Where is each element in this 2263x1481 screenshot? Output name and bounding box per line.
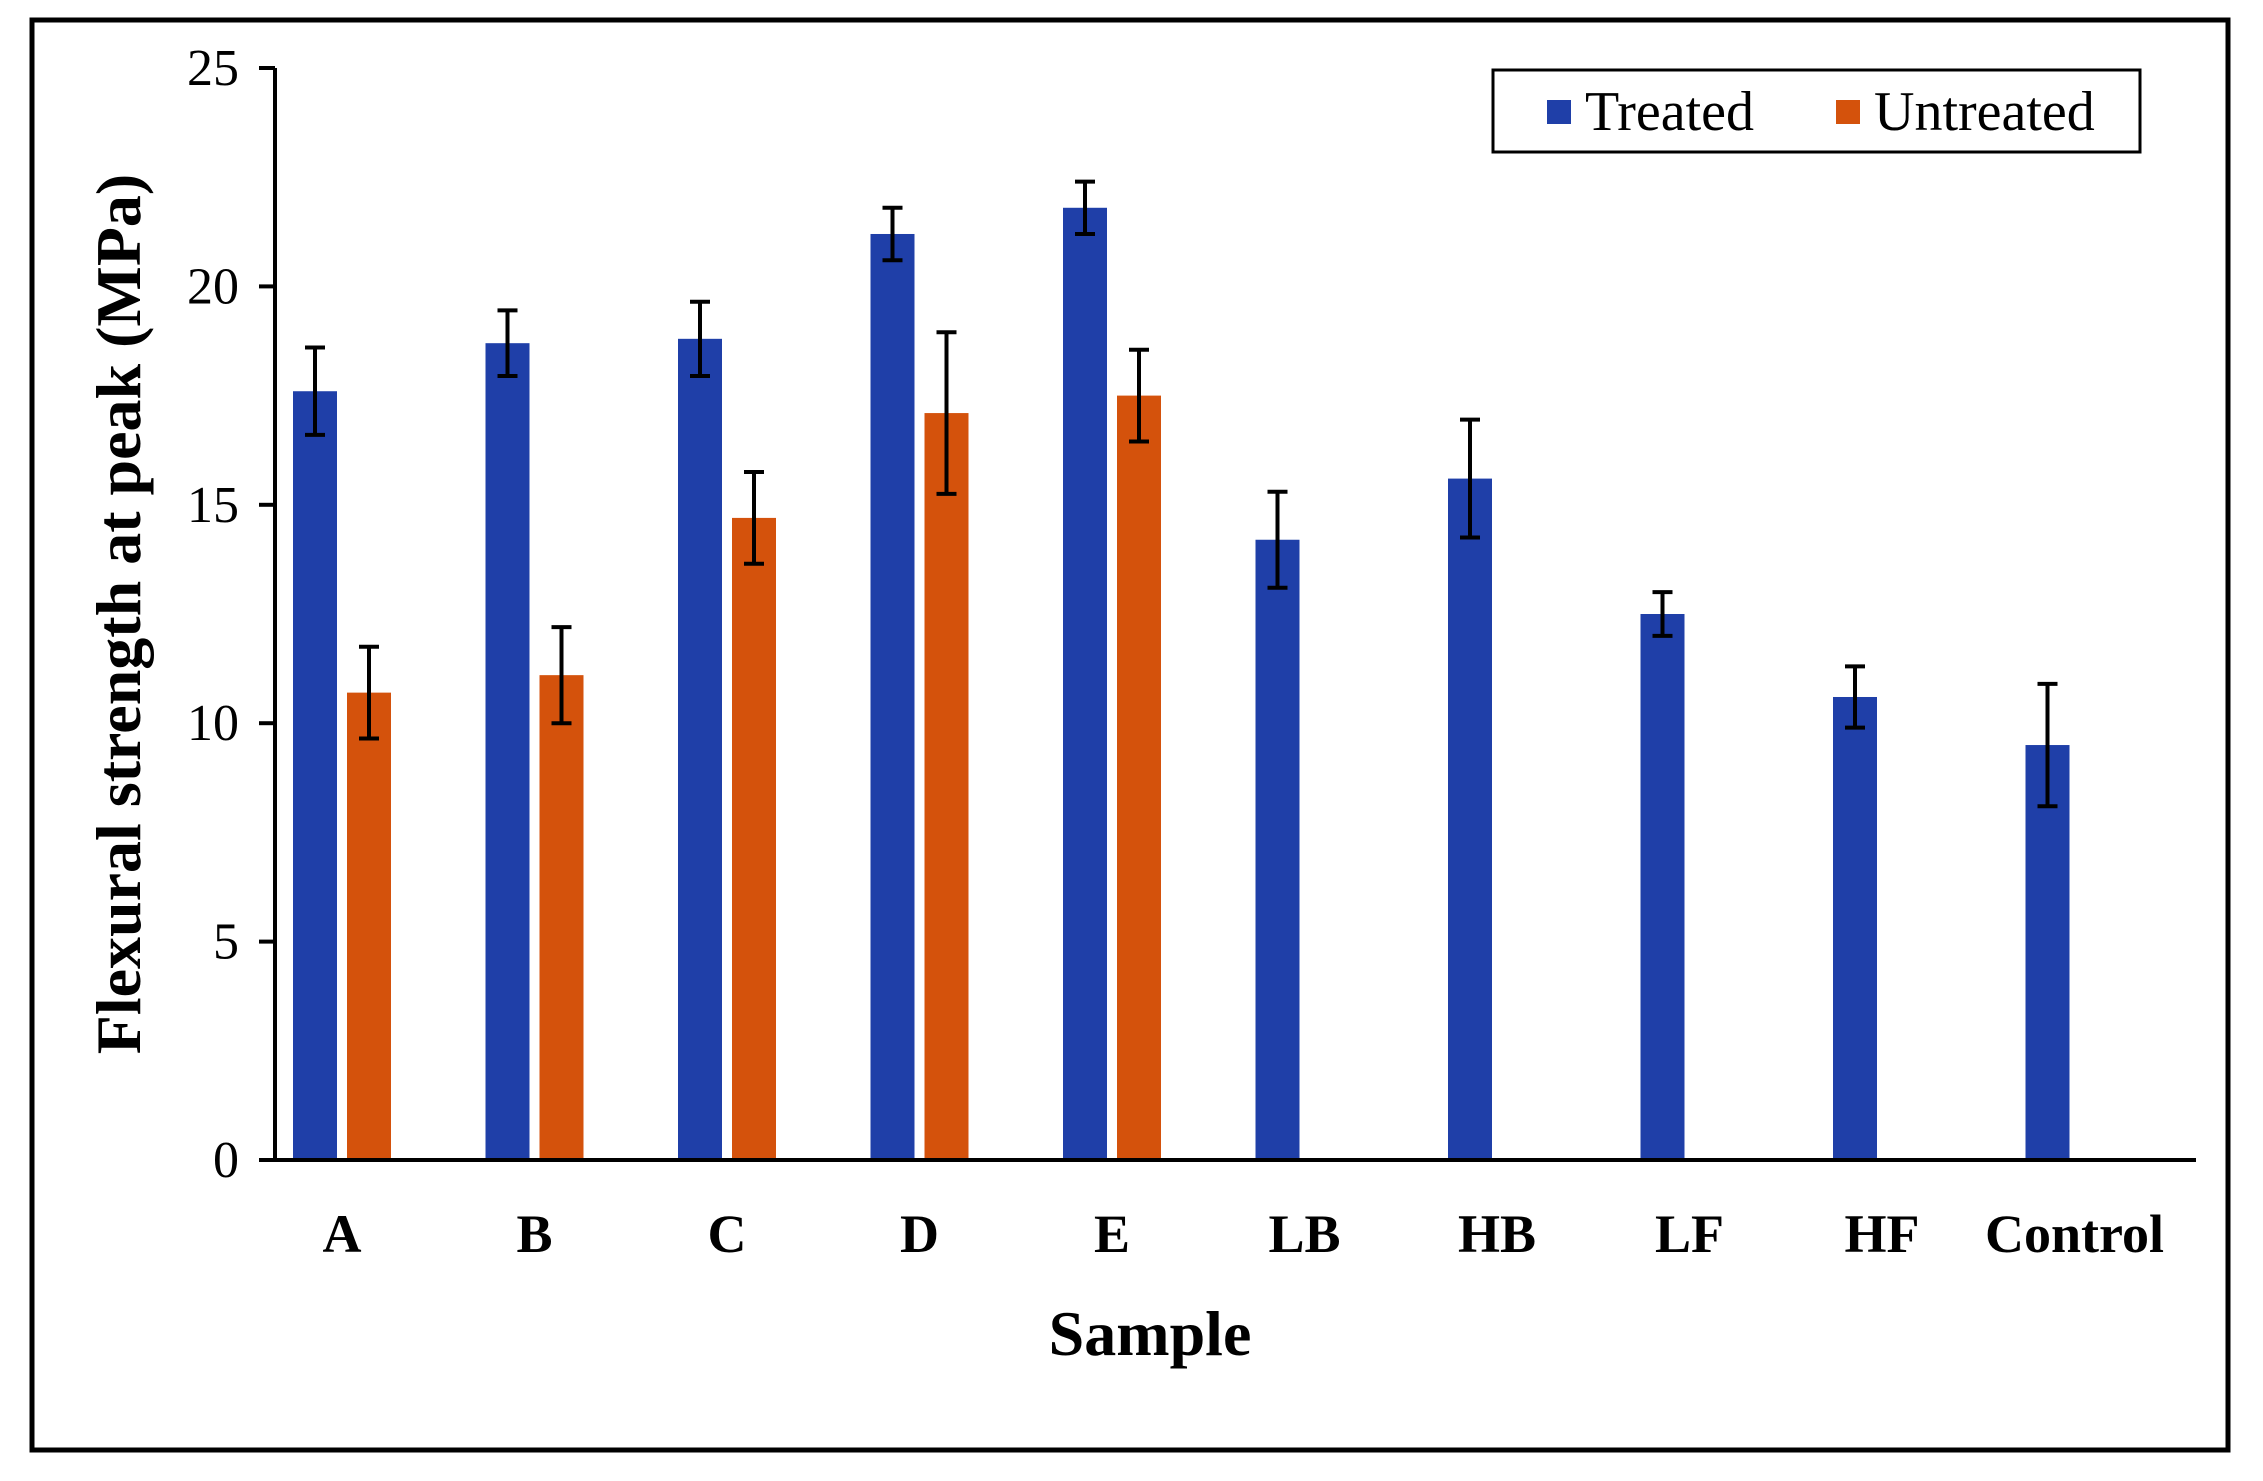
x-tick-label-b: B — [516, 1204, 552, 1264]
error-bar-untreated-a — [359, 644, 379, 741]
error-bar-untreated-d — [936, 330, 957, 496]
error-bar-untreated-c — [744, 470, 764, 566]
legend-box — [1491, 68, 2142, 154]
bar-untreated-d — [924, 413, 969, 1160]
error-bar-untreated-e — [1129, 347, 1149, 444]
bar-treated-control — [2025, 745, 2070, 1160]
bar-untreated-b — [539, 675, 584, 1160]
error-bar-treated-e — [1075, 179, 1095, 236]
x-tick-label-lf: LF — [1655, 1204, 1724, 1264]
bar-untreated-a — [347, 692, 391, 1160]
legend-label-untreated: Untreated — [1874, 81, 2095, 143]
x-tick-label-control: Control — [1985, 1204, 2164, 1264]
y-tick-label-0: 0 — [213, 1132, 239, 1189]
x-tick-label-c: C — [708, 1204, 747, 1264]
x-tick-label-d: D — [900, 1204, 939, 1264]
y-tick-label-25: 25 — [187, 40, 239, 97]
error-bar-treated-lf — [1652, 590, 1673, 638]
bar-treated-e — [1063, 207, 1107, 1160]
x-axis-title: Sample — [1049, 1298, 1252, 1369]
error-bar-treated-control — [2037, 681, 2058, 809]
error-bar-treated-hb — [1460, 417, 1480, 540]
error-bar-untreated-b — [551, 625, 572, 726]
bar-treated-hb — [1448, 478, 1492, 1160]
legend-swatch-treated — [1547, 100, 1571, 124]
error-bar-treated-c — [690, 299, 710, 378]
error-bars-layer — [305, 179, 2058, 809]
x-labels-layer: A B C D E LB HB LF HF Control — [323, 1204, 2165, 1264]
bar-treated-d — [870, 233, 915, 1160]
y-tick-label-5: 5 — [213, 914, 239, 971]
error-bar-treated-hf — [1845, 664, 1865, 730]
error-bar-treated-a — [305, 345, 325, 437]
legend: Treated Untreated — [1491, 68, 2142, 154]
x-tick-label-lb: LB — [1268, 1204, 1340, 1264]
y-tick-label-15: 15 — [187, 477, 239, 534]
error-bar-treated-lb — [1267, 489, 1288, 590]
bar-treated-hf — [1833, 696, 1877, 1160]
legend-swatch-untreated — [1836, 100, 1860, 124]
y-tick-label-20: 20 — [187, 258, 239, 315]
error-bar-treated-b — [497, 308, 518, 378]
bar-treated-lf — [1640, 614, 1685, 1160]
x-tick-label-a: A — [323, 1204, 362, 1264]
y-tick-label-10: 10 — [187, 695, 239, 752]
x-tick-label-hf: HF — [1845, 1204, 1920, 1264]
x-tick-label-e: E — [1094, 1204, 1130, 1264]
y-axis-title: Flexural strength at peak (MPa) — [83, 174, 154, 1054]
bar-treated-lb — [1255, 539, 1300, 1160]
bar-untreated-e — [1117, 395, 1161, 1161]
axes-layer — [259, 68, 2196, 1162]
bar-treated-b — [485, 343, 530, 1161]
y-ticks-layer: 0 5 10 15 20 25 — [187, 40, 275, 1189]
bars-layer — [293, 207, 2070, 1161]
legend-label-treated: Treated — [1585, 81, 1754, 143]
bar-treated-a — [293, 391, 337, 1160]
error-bar-treated-d — [882, 205, 903, 263]
bar-treated-c — [678, 338, 722, 1160]
bar-untreated-c — [732, 517, 776, 1160]
x-tick-label-hb: HB — [1458, 1204, 1536, 1264]
